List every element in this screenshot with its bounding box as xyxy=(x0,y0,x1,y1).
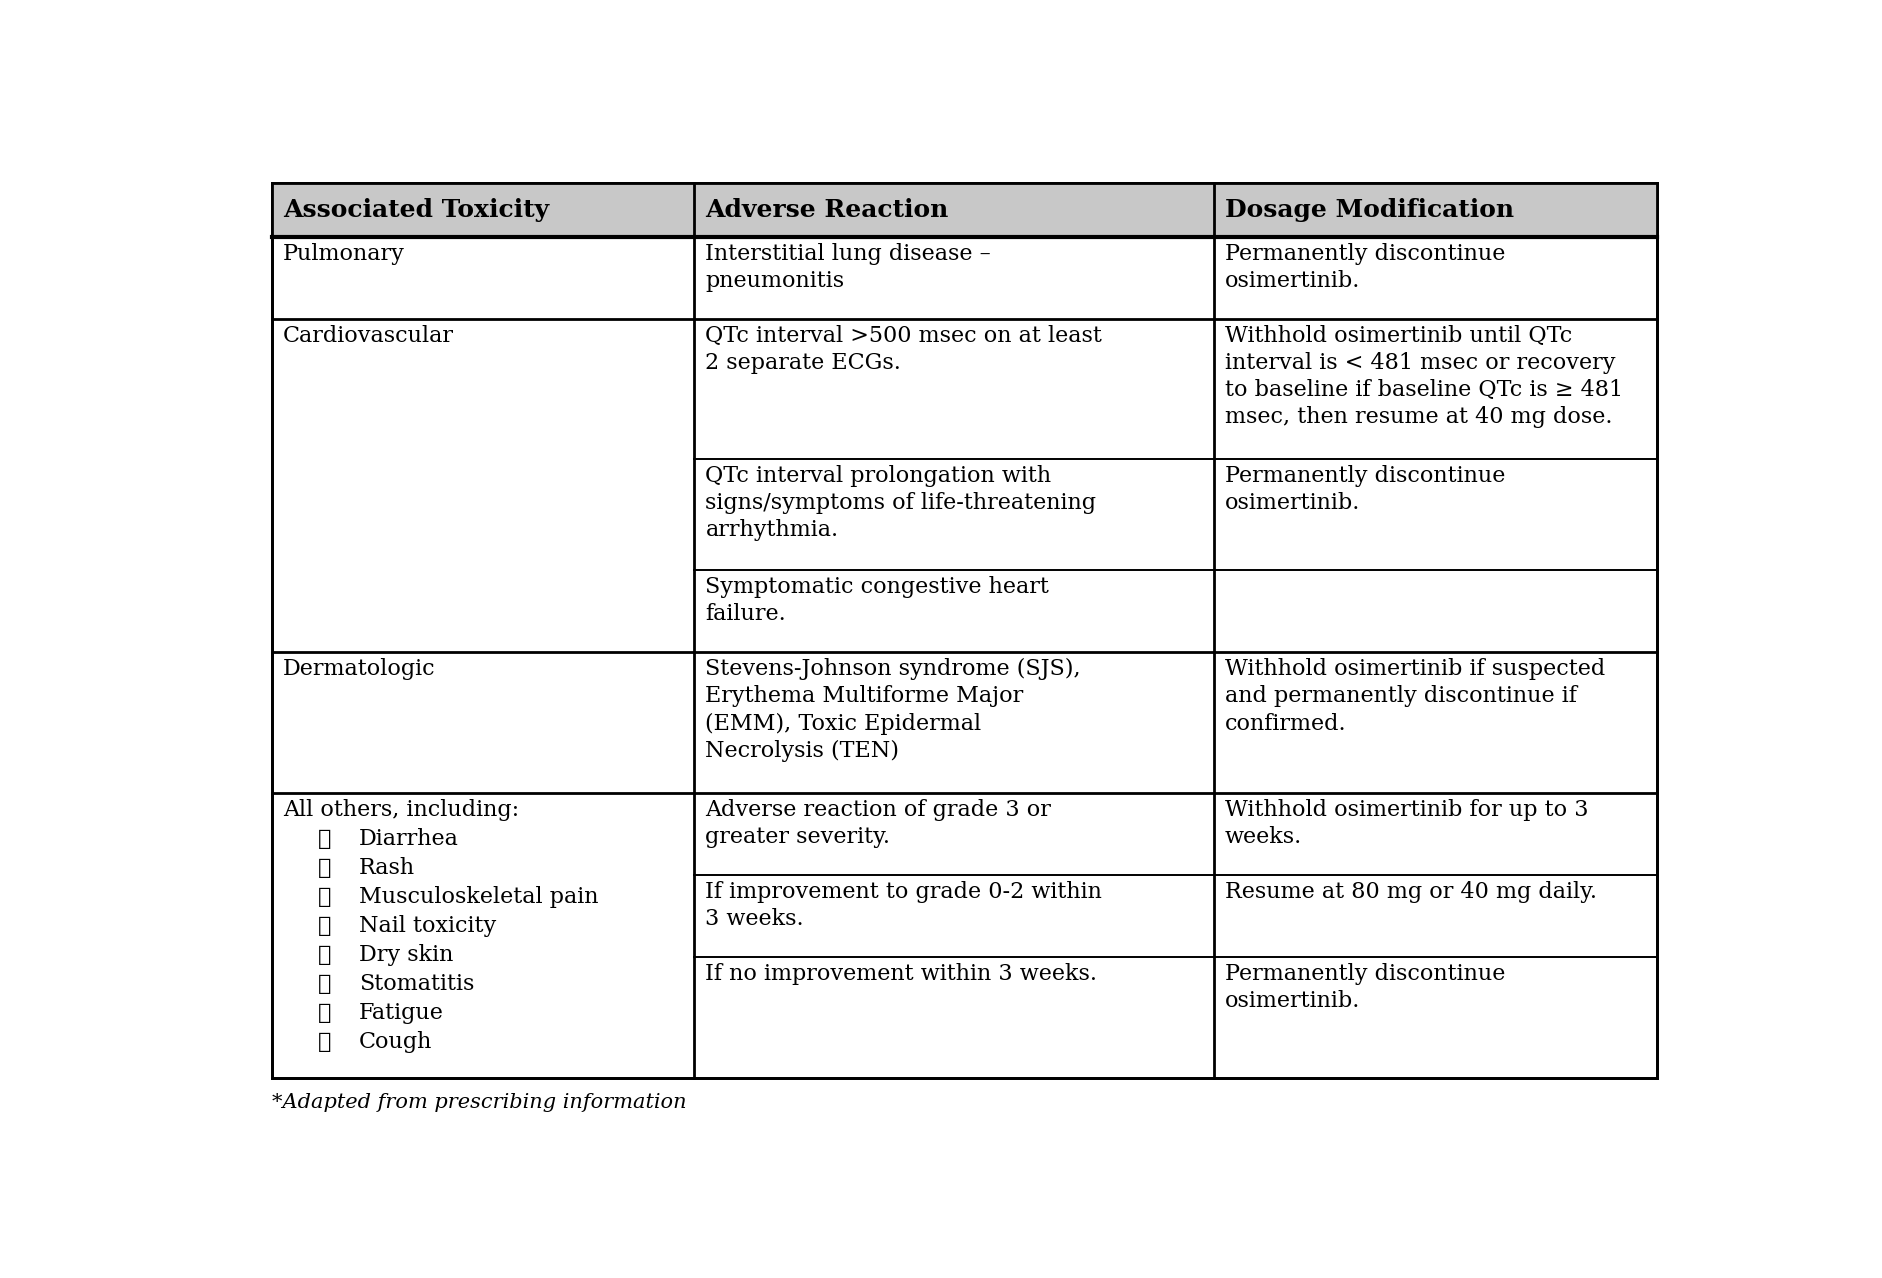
Text: Cardiovascular: Cardiovascular xyxy=(282,325,454,346)
Text: Withhold osimertinib if suspected
and permanently discontinue if
confirmed.: Withhold osimertinib if suspected and pe… xyxy=(1225,658,1605,735)
Text: Permanently discontinue
osimertinib.: Permanently discontinue osimertinib. xyxy=(1225,962,1506,1012)
Text: Dermatologic: Dermatologic xyxy=(282,658,435,680)
Text: Nail toxicity: Nail toxicity xyxy=(359,915,497,937)
Text: Rash: Rash xyxy=(359,856,416,879)
Text: If no improvement within 3 weeks.: If no improvement within 3 weeks. xyxy=(706,962,1097,984)
Text: ❖: ❖ xyxy=(318,886,331,907)
Text: Permanently discontinue
osimertinib.: Permanently discontinue osimertinib. xyxy=(1225,465,1506,514)
Text: Symptomatic congestive heart
failure.: Symptomatic congestive heart failure. xyxy=(706,576,1050,625)
Text: ❖: ❖ xyxy=(318,856,331,879)
Text: QTc interval >500 msec on at least
2 separate ECGs.: QTc interval >500 msec on at least 2 sep… xyxy=(706,325,1103,374)
Text: Interstitial lung disease –
pneumonitis: Interstitial lung disease – pneumonitis xyxy=(706,243,992,291)
Text: ❖: ❖ xyxy=(318,828,331,850)
Text: Stomatitis: Stomatitis xyxy=(359,973,474,996)
Text: Dosage Modification: Dosage Modification xyxy=(1225,198,1515,222)
Text: Cough: Cough xyxy=(359,1031,433,1053)
Text: Pulmonary: Pulmonary xyxy=(282,243,405,265)
Text: ❖: ❖ xyxy=(318,1031,331,1053)
Text: Dry skin: Dry skin xyxy=(359,944,454,966)
Text: Permanently discontinue
osimertinib.: Permanently discontinue osimertinib. xyxy=(1225,243,1506,291)
Text: Diarrhea: Diarrhea xyxy=(359,828,459,850)
Bar xyxy=(271,183,1658,236)
Text: QTc interval prolongation with
signs/symptoms of life-threatening
arrhythmia.: QTc interval prolongation with signs/sym… xyxy=(706,465,1097,542)
Text: If improvement to grade 0-2 within
3 weeks.: If improvement to grade 0-2 within 3 wee… xyxy=(706,881,1103,929)
Text: ❖: ❖ xyxy=(318,944,331,966)
Text: Adverse reaction of grade 3 or
greater severity.: Adverse reaction of grade 3 or greater s… xyxy=(706,799,1052,847)
Text: Resume at 80 mg or 40 mg daily.: Resume at 80 mg or 40 mg daily. xyxy=(1225,881,1598,902)
Text: ❖: ❖ xyxy=(318,1002,331,1024)
Text: Musculoskeletal pain: Musculoskeletal pain xyxy=(359,886,598,907)
Text: Stevens-Johnson syndrome (SJS),
Erythema Multiforme Major
(EMM), Toxic Epidermal: Stevens-Johnson syndrome (SJS), Erythema… xyxy=(706,658,1080,762)
Text: *Adapted from prescribing information: *Adapted from prescribing information xyxy=(271,1093,687,1112)
Text: All others, including:: All others, including: xyxy=(282,799,519,820)
Text: Fatigue: Fatigue xyxy=(359,1002,444,1024)
Text: ❖: ❖ xyxy=(318,915,331,937)
Text: Adverse Reaction: Adverse Reaction xyxy=(706,198,949,222)
Text: ❖: ❖ xyxy=(318,973,331,996)
Text: Withhold osimertinib for up to 3
weeks.: Withhold osimertinib for up to 3 weeks. xyxy=(1225,799,1588,847)
Text: Withhold osimertinib until QTc
interval is < 481 msec or recovery
to baseline if: Withhold osimertinib until QTc interval … xyxy=(1225,325,1622,428)
Text: Associated Toxicity: Associated Toxicity xyxy=(282,198,550,222)
